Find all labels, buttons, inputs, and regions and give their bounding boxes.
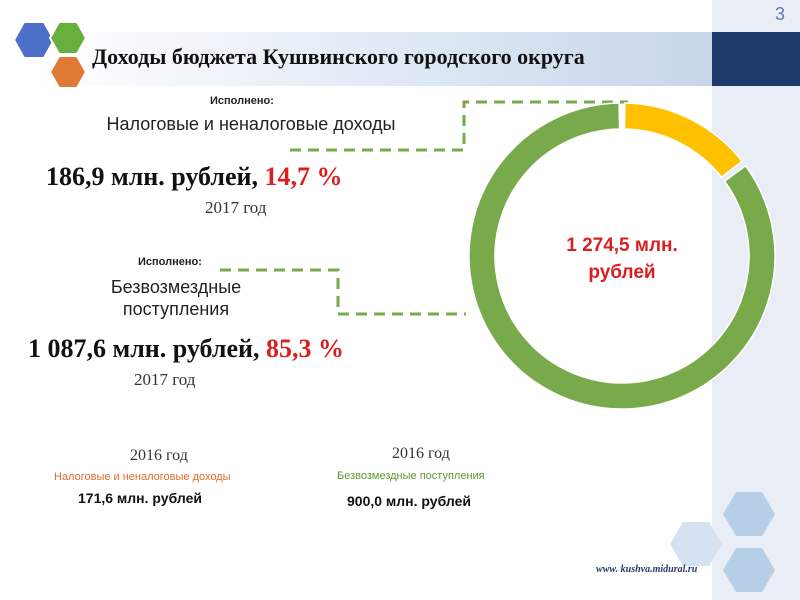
grants-category: Безвозмездные поступления bbox=[110, 277, 242, 319]
website-url: www. kushva.midural.ru bbox=[596, 564, 698, 575]
logo-hex-blue bbox=[12, 21, 56, 59]
connector-grants bbox=[220, 268, 466, 316]
prev-grants-value: 900,0 млн. рублей bbox=[347, 493, 471, 509]
tax-year: 2017 год bbox=[205, 198, 267, 217]
logo-hexagons bbox=[12, 21, 88, 89]
prev-grants-label: Безвозмездные поступления bbox=[337, 470, 485, 482]
grants-executed-label: Исполнено: bbox=[138, 256, 202, 268]
logo-hex-green bbox=[48, 21, 88, 55]
donut-total: 1 274,5 млн. рублей bbox=[566, 235, 678, 283]
tax-category: Налоговые и неналоговые доходы bbox=[106, 114, 396, 134]
slide-number: 3 bbox=[774, 4, 785, 24]
corner-hex-2 bbox=[670, 522, 722, 566]
prev-tax-year: 2016 год bbox=[130, 447, 188, 464]
tax-percent: 14,7 % bbox=[264, 162, 343, 191]
prev-tax-label: Налоговые и неналоговые доходы bbox=[54, 471, 231, 483]
tax-executed-label: Исполнено: bbox=[210, 95, 274, 107]
grants-amount: 1 087,6 млн. рублей, bbox=[28, 334, 260, 363]
tax-amount: 186,9 млн. рублей, bbox=[46, 162, 259, 191]
prev-grants-year: 2016 год bbox=[392, 445, 450, 462]
tax-amount-line: 186,9 млн. рублей, 14,7 % bbox=[46, 162, 343, 192]
corner-hex-3 bbox=[723, 548, 775, 592]
grants-amount-line: 1 087,6 млн. рублей, 85,3 % bbox=[28, 334, 344, 364]
connector-tax bbox=[290, 100, 628, 152]
title-bar-accent bbox=[712, 32, 800, 86]
donut-slice-grants bbox=[468, 102, 776, 410]
logo-hex-orange bbox=[48, 55, 88, 89]
title-bar bbox=[40, 32, 712, 86]
corner-hex-1 bbox=[723, 492, 775, 536]
donut-chart bbox=[468, 102, 776, 410]
grants-percent: 85,3 % bbox=[266, 334, 345, 363]
donut-slice-tax bbox=[623, 102, 744, 179]
prev-tax-value: 171,6 млн. рублей bbox=[78, 490, 202, 506]
corner-hexagons bbox=[670, 492, 775, 592]
grants-year: 2017 год bbox=[134, 370, 196, 389]
page-title: Доходы бюджета Кушвинского городского ок… bbox=[92, 44, 585, 69]
